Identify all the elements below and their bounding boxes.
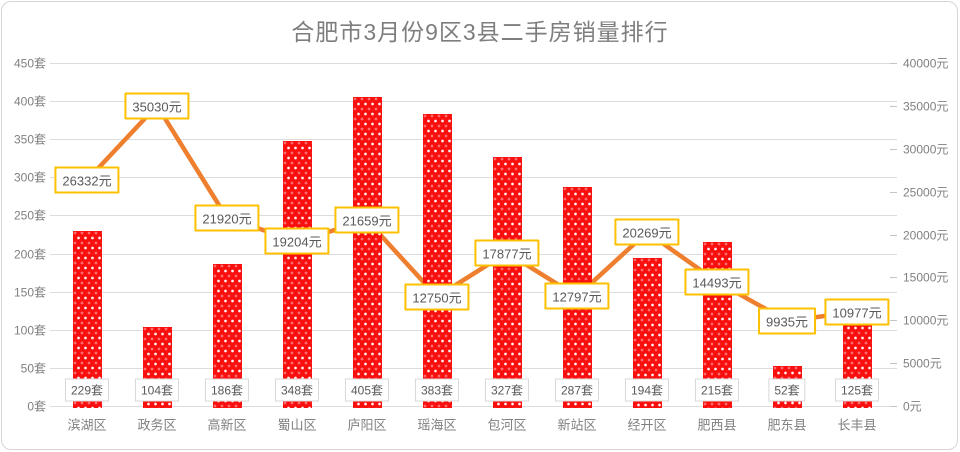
left-axis-tick: 350套 bbox=[13, 132, 46, 147]
sales-count-label: 405套 bbox=[344, 378, 390, 402]
price-label: 9935元 bbox=[758, 307, 816, 335]
sales-bar bbox=[282, 140, 312, 408]
category-label: 长丰县 bbox=[837, 417, 877, 433]
left-axis-tick: 100套 bbox=[13, 323, 46, 338]
category-label: 庐阳区 bbox=[347, 417, 387, 433]
sales-bar bbox=[422, 114, 452, 408]
gridline bbox=[50, 367, 897, 369]
right-axis-tick-mark bbox=[890, 277, 897, 279]
sales-count-label: 327套 bbox=[484, 378, 530, 402]
right-axis-tick: 15000元 bbox=[903, 270, 949, 285]
price-label: 10977元 bbox=[824, 298, 890, 326]
sales-count-label: 125套 bbox=[834, 378, 880, 402]
right-axis-tick: 35000元 bbox=[903, 99, 949, 114]
price-label: 21659元 bbox=[334, 206, 400, 234]
category-label: 政务区 bbox=[137, 417, 177, 433]
gridline bbox=[50, 253, 897, 255]
right-axis-tick: 5000元 bbox=[903, 356, 942, 371]
right-axis-tick: 10000元 bbox=[903, 313, 949, 328]
right-axis-tick-mark bbox=[890, 148, 897, 150]
gridline bbox=[50, 177, 897, 179]
left-axis-tick: 50套 bbox=[20, 361, 46, 376]
left-axis-tick: 250套 bbox=[13, 208, 46, 223]
right-axis-tick: 25000元 bbox=[903, 185, 949, 200]
price-label: 12797元 bbox=[544, 282, 610, 310]
category-label: 新站区 bbox=[557, 417, 597, 433]
price-label: 20269元 bbox=[614, 218, 680, 246]
right-axis-tick: 30000元 bbox=[903, 142, 949, 157]
price-label: 19204元 bbox=[264, 227, 330, 255]
right-axis-tick-mark bbox=[890, 234, 897, 236]
price-label: 35030元 bbox=[124, 92, 190, 120]
right-axis-tick-mark bbox=[890, 105, 897, 107]
category-label: 经开区 bbox=[627, 417, 667, 433]
right-axis-tick-mark bbox=[890, 320, 897, 322]
right-axis-tick-mark bbox=[890, 191, 897, 193]
sales-bar bbox=[492, 156, 522, 408]
sales-count-label: 229套 bbox=[64, 378, 110, 402]
category-label: 滨湖区 bbox=[67, 417, 107, 433]
left-axis-tick: 450套 bbox=[13, 56, 46, 71]
sales-count-label: 348套 bbox=[274, 378, 320, 402]
sales-count-label: 104套 bbox=[134, 378, 180, 402]
sales-count-label: 52套 bbox=[768, 378, 806, 402]
right-axis-tick-mark bbox=[890, 63, 897, 64]
category-label: 高新区 bbox=[207, 417, 247, 433]
right-axis-tick: 0元 bbox=[903, 399, 922, 414]
left-axis-tick: 400套 bbox=[13, 94, 46, 109]
right-axis-tick-mark bbox=[890, 363, 897, 365]
gridline bbox=[50, 215, 897, 217]
category-label: 蜀山区 bbox=[277, 417, 317, 433]
left-axis-tick: 150套 bbox=[13, 285, 46, 300]
sales-count-label: 287套 bbox=[554, 378, 600, 402]
gridline bbox=[50, 291, 897, 293]
left-axis-tick: 0套 bbox=[27, 399, 46, 414]
left-axis-tick: 200套 bbox=[13, 247, 46, 262]
gridline bbox=[50, 101, 897, 103]
sales-count-label: 186套 bbox=[204, 378, 250, 402]
category-label: 肥东县 bbox=[767, 417, 807, 433]
gridline bbox=[50, 139, 897, 141]
right-axis-tick: 40000元 bbox=[903, 56, 949, 71]
price-label: 17877元 bbox=[474, 239, 540, 267]
category-label: 瑶海区 bbox=[417, 417, 457, 433]
gridline bbox=[50, 406, 897, 407]
chart-title: 合肥市3月份9区3县二手房销量排行 bbox=[291, 19, 669, 45]
right-axis-tick: 20000元 bbox=[903, 228, 949, 242]
sales-count-label: 215套 bbox=[694, 378, 740, 402]
sales-bar bbox=[352, 97, 382, 408]
sales-count-label: 194套 bbox=[624, 378, 670, 402]
right-axis-tick-mark bbox=[890, 406, 897, 407]
category-label: 肥西县 bbox=[697, 417, 737, 433]
sales-count-label: 383套 bbox=[414, 378, 460, 402]
price-label: 21920元 bbox=[194, 204, 260, 232]
gridline bbox=[50, 329, 897, 331]
price-label: 14493元 bbox=[684, 268, 750, 296]
price-label: 12750元 bbox=[404, 283, 470, 311]
left-axis-tick: 300套 bbox=[13, 170, 46, 185]
category-label: 包河区 bbox=[487, 417, 527, 433]
gridline bbox=[50, 63, 897, 64]
price-label: 26332元 bbox=[54, 166, 120, 194]
